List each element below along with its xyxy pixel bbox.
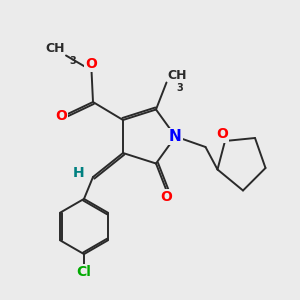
Text: O: O: [160, 190, 172, 204]
Text: N: N: [169, 129, 182, 144]
Text: O: O: [85, 57, 98, 71]
Text: O: O: [55, 109, 67, 122]
Text: 3: 3: [176, 83, 183, 93]
Text: CH: CH: [45, 42, 64, 55]
Text: CH: CH: [167, 69, 187, 82]
Text: 3: 3: [69, 56, 76, 66]
Text: O: O: [216, 128, 228, 141]
Text: Cl: Cl: [76, 265, 92, 279]
Text: H: H: [73, 167, 85, 180]
